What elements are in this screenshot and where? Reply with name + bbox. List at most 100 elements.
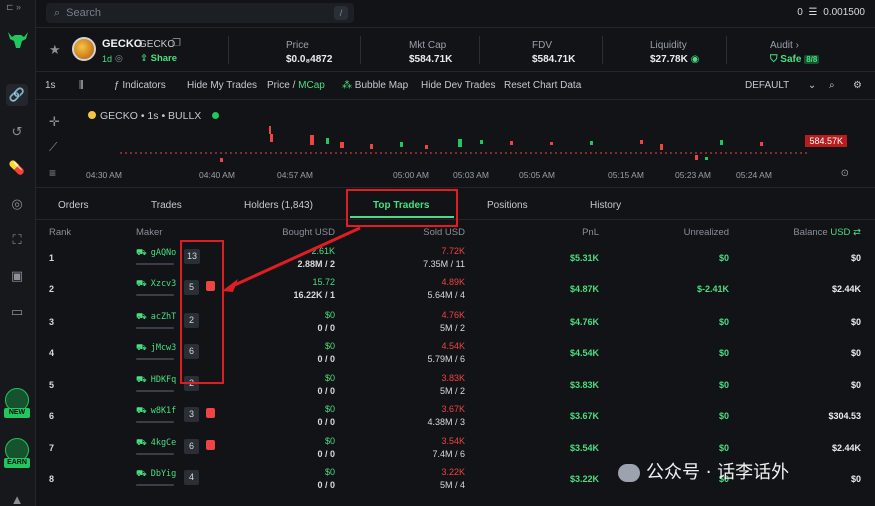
tab-holders[interactable]: Holders (1,843): [244, 200, 313, 211]
search-input[interactable]: ⌕ Search /: [46, 3, 354, 23]
sold-amount: 5M / 4: [439, 480, 465, 490]
time-label: 04:57 AM: [277, 170, 313, 180]
maker-name: DbYig: [150, 469, 177, 479]
bought-usd: $0: [324, 436, 335, 446]
trendline-tool-icon[interactable]: ⟋: [49, 140, 58, 154]
table-row[interactable]: 3 ⛟ acZhT 2 $0 0 / 0 4.76K 5M / 2 $4.76K $0 $0: [36, 306, 875, 337]
left-sidebar: ⊏ » 🔗 ↺ 💊 ◎ ⛶ ▣ ▭ NEW EARN ▲: [0, 0, 36, 506]
row-rank: 2: [49, 284, 55, 294]
candle: [425, 145, 428, 149]
candle: [590, 141, 593, 145]
col-bought[interactable]: Bought USD: [282, 227, 335, 238]
watermark-text: 公众号 · 话李话外: [646, 462, 790, 483]
maker-name: w8K1f: [150, 406, 177, 416]
bull-logo-icon[interactable]: [6, 30, 30, 50]
crosshair-tool-icon[interactable]: ✛: [49, 114, 60, 129]
new-feature-button[interactable]: NEW: [4, 388, 30, 422]
maker-address[interactable]: ⛟ Xzcv3: [136, 279, 176, 290]
hide-dev-trades-button[interactable]: Hide Dev Trades: [421, 80, 496, 91]
favorite-star-icon[interactable]: ★: [49, 42, 61, 57]
trade-count-badge: 2: [184, 313, 199, 328]
candle: [270, 134, 273, 142]
bought-amount: 0 / 0: [317, 417, 335, 427]
candle: [760, 142, 763, 146]
bought-amount: 0 / 0: [317, 449, 335, 459]
wallet-summary[interactable]: 0 ☰ 0.001500: [797, 7, 865, 18]
compass-icon[interactable]: ◎: [11, 196, 23, 211]
interval-selector[interactable]: 1s: [45, 80, 56, 91]
stat-fdv: FDV $584.71K: [532, 40, 575, 65]
briefcase-icon[interactable]: ▣: [10, 268, 24, 283]
table-row[interactable]: 4 ⛟ jMcw3 6 $0 0 / 0 4.54K 5.79M / 6 $4.54K $0 $0: [36, 337, 875, 368]
stat-audit[interactable]: Audit › ⛉ Safe 8/8: [770, 40, 820, 65]
tab-orders[interactable]: Orders: [58, 200, 89, 211]
pill-icon[interactable]: 💊: [8, 160, 26, 175]
swap-icon: ⇄: [853, 227, 861, 238]
maker-address[interactable]: ⛟ acZhT: [136, 312, 176, 323]
bought-amount: 0 / 0: [317, 323, 335, 333]
pnl-value: $4.76K: [569, 317, 599, 327]
settings-gear-icon[interactable]: ⚙: [853, 80, 862, 91]
price-mcap-toggle[interactable]: Price / MCap: [267, 80, 325, 91]
trade-count-badge: 5: [184, 280, 199, 295]
token-age: 1d: [102, 54, 113, 64]
sold-usd: 3.54K: [441, 436, 465, 446]
wallet-icon[interactable]: ▭: [10, 304, 24, 319]
maker-progress-bar: [136, 263, 174, 265]
table-row[interactable]: 6 ⛟ w8K1f 3 $0 0 / 0 3.67K 4.38M / 3 $3.67K $0 $30…: [36, 400, 875, 431]
row-rank: 5: [49, 380, 55, 390]
earn-button[interactable]: EARN: [4, 438, 30, 472]
globe-icon[interactable]: ◎: [115, 53, 123, 63]
price-chart[interactable]: ✛ ⟋ ≡ GECKO • 1s • BULLX 584.57K 04:30 A…: [36, 100, 875, 188]
scan-icon[interactable]: ⛶: [12, 232, 22, 247]
reset-chart-button[interactable]: Reset Chart Data: [504, 80, 582, 91]
tab-top-traders[interactable]: Top Traders: [373, 200, 430, 211]
pnl-value: $4.54K: [569, 348, 599, 358]
balance-value: $2.44K: [831, 443, 861, 453]
header-divider: [360, 36, 361, 64]
chart-reset-icon[interactable]: ⊙: [840, 168, 849, 179]
money-bag-icon: [206, 281, 215, 291]
maker-address[interactable]: ⛟ DbYig: [136, 469, 176, 480]
stat-liquidity: Liquidity $27.78K ◉: [650, 40, 699, 65]
bought-amount: 2.88M / 2: [297, 259, 335, 269]
maker-address[interactable]: ⛟ jMcw3: [136, 343, 176, 354]
tab-history[interactable]: History: [590, 200, 622, 211]
indicators-button[interactable]: ƒ Indicators: [114, 80, 166, 91]
table-row[interactable]: 1 ⛟ gAQNo 13 2.61K 2.88M / 2 7.72K 7.35M / 11 $5…: [36, 242, 875, 273]
hide-my-trades-button[interactable]: Hide My Trades: [187, 80, 258, 91]
maker-address[interactable]: ⛟ gAQNo: [136, 248, 176, 259]
history-icon[interactable]: ↺: [11, 124, 23, 139]
table-row[interactable]: 2 ⛟ Xzcv3 5 15.72 16.22K / 1 4.89K 5.64M / 4 $4.…: [36, 273, 875, 304]
maker-address[interactable]: ⛟ w8K1f: [136, 406, 176, 417]
unrealized-value: $0: [718, 474, 729, 484]
menu-tool-icon[interactable]: ≡: [49, 166, 57, 180]
maker-address[interactable]: ⛟ HDKFq: [136, 375, 176, 386]
lock-icon: ◉: [690, 54, 700, 65]
unrealized-value: $-2.41K: [696, 284, 729, 294]
maker-address[interactable]: ⛟ 4kgCe: [136, 438, 176, 449]
legend-text: GECKO • 1s • BULLX: [100, 110, 202, 122]
bubble-map-button[interactable]: ⁂ Bubble Map: [342, 80, 408, 91]
graduation-icon[interactable]: ▲: [10, 491, 24, 506]
tab-trades[interactable]: Trades: [151, 200, 182, 211]
table-row[interactable]: 5 ⛟ HDKFq 2 $0 0 / 0 3.83K 5M / 2 $3.83K $0 $0: [36, 369, 875, 400]
link-icon[interactable]: 🔗: [6, 84, 28, 106]
table-row[interactable]: 8 ⛟ DbYig 4 $0 0 / 0 3.22K 5M / 4 $3.22K $0 $0: [36, 463, 875, 494]
zoom-icon[interactable]: ⌕: [829, 80, 835, 91]
col-balance[interactable]: Balance USD ⇄: [793, 227, 861, 238]
col-unrealized[interactable]: Unrealized: [683, 227, 729, 238]
expand-icon[interactable]: ⊏ »: [6, 2, 22, 12]
tab-positions[interactable]: Positions: [487, 200, 528, 211]
annotation-box-tab: [346, 189, 458, 227]
bought-usd: 2.61K: [311, 246, 335, 256]
table-row[interactable]: 7 ⛟ 4kgCe 6 $0 0 / 0 3.54K 7.4M / 6 $3.54K $0 $2.4…: [36, 432, 875, 463]
maker-progress-bar: [136, 294, 174, 296]
share-button[interactable]: ⇪ Share: [140, 53, 178, 64]
col-pnl[interactable]: PnL: [582, 227, 599, 238]
col-sold[interactable]: Sold USD: [423, 227, 465, 238]
candle-type-icon[interactable]: ⫼: [79, 80, 84, 91]
layout-select[interactable]: DEFAULT ⌄: [745, 80, 816, 91]
copy-icon[interactable]: ❐: [172, 38, 181, 49]
watermark: 公众号 · 话李话外: [618, 458, 789, 484]
